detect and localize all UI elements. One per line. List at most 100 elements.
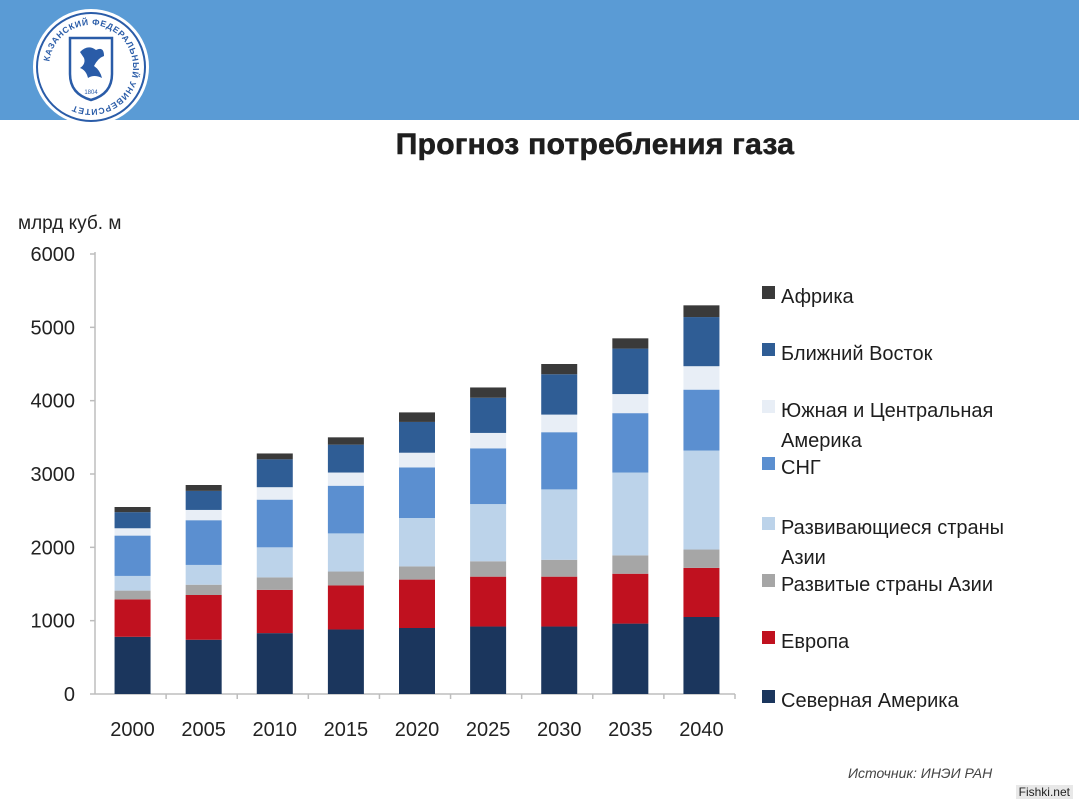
bar-segment (256, 577, 293, 590)
x-tick-label: 2010 (253, 719, 298, 741)
legend-label: Развивающиеся страны Азии (781, 517, 1005, 569)
bar-segment (541, 489, 578, 560)
bar-segment (541, 576, 578, 627)
bar-segment (185, 490, 222, 510)
bar-segment (114, 575, 151, 591)
bar-segment (612, 394, 649, 414)
bar-segment (114, 636, 151, 694)
bar-segment (327, 585, 364, 630)
legend-swatch (762, 457, 775, 470)
y-tick-label: 1000 (31, 611, 76, 633)
bar-segment (541, 626, 578, 694)
legend-swatch (762, 574, 775, 587)
y-tick-label: 5000 (31, 317, 76, 339)
bar-segment (399, 412, 435, 422)
x-tick-label: 2000 (110, 719, 155, 741)
bar-segment (541, 432, 578, 490)
bar-segment (399, 452, 435, 468)
x-tick-label: 2035 (608, 719, 653, 741)
bar-segment (114, 599, 151, 637)
bar-segment (612, 623, 649, 694)
bar-segment (185, 595, 222, 640)
bar-segment (399, 421, 435, 453)
legend-swatch (762, 631, 775, 644)
bar-segment (541, 374, 578, 415)
bar-segment (683, 567, 720, 617)
bar-segment (114, 507, 151, 513)
legend-label: Северная Америка (781, 690, 959, 712)
bar-segment (470, 504, 507, 562)
x-tick-label: 2020 (395, 719, 440, 741)
bar-segment (612, 413, 649, 473)
bar-segment (612, 573, 649, 624)
y-tick-label: 3000 (31, 464, 76, 486)
bar-segment (327, 437, 364, 445)
y-tick-label: 4000 (31, 391, 76, 413)
bar-segment (256, 633, 293, 694)
bar-segment (256, 547, 293, 578)
logo-year: 1804 (84, 90, 98, 96)
bar-segment (256, 459, 293, 488)
bar-segment (612, 472, 649, 556)
bar-segment (470, 576, 507, 627)
legend-label: СНГ (781, 457, 821, 479)
bar-segment (256, 453, 293, 460)
bar-segment (683, 366, 720, 390)
bar-segment (327, 629, 364, 694)
university-logo: КАЗАНСКИЙ ФЕДЕРАЛЬНЫЙ УНИВЕРСИТЕТ 1804 (33, 9, 149, 125)
bar-segment (399, 467, 435, 518)
bar-segment (399, 579, 435, 628)
bar-segment (114, 535, 151, 576)
bar-segment (327, 533, 364, 572)
bar-segment (683, 549, 720, 568)
bar-segment (185, 639, 222, 694)
bar-segment (256, 589, 293, 634)
legend-swatch (762, 343, 775, 356)
x-tick-label: 2025 (466, 719, 511, 741)
bar-segment (683, 617, 720, 694)
bar-segment (256, 499, 293, 548)
y-tick-label: 0 (64, 684, 75, 706)
header-band (0, 0, 1079, 120)
watermark: Fishki.net (1015, 785, 1073, 799)
bar-segment (683, 305, 720, 318)
bar-segment (470, 448, 507, 505)
bar-segment (185, 564, 222, 585)
bar-segment (185, 520, 222, 565)
bar-segment (114, 528, 151, 536)
legend-swatch (762, 400, 775, 413)
y-tick-label: 2000 (31, 537, 76, 559)
x-tick-label: 2030 (537, 719, 582, 741)
legend-swatch (762, 690, 775, 703)
legend-label: Южная и Центральная Америка (781, 400, 994, 452)
x-tick-label: 2005 (181, 719, 226, 741)
bar-segment (399, 566, 435, 580)
bar-segment (683, 317, 720, 367)
x-tick-label: 2015 (324, 719, 369, 741)
legend-label: Ближний Восток (781, 343, 933, 365)
legend-label: Развитые страны Азии (781, 574, 993, 596)
bar-segment (114, 512, 151, 529)
bar-segment (327, 485, 364, 534)
bar-segment (470, 397, 507, 433)
x-tick-label: 2040 (679, 719, 724, 741)
bar-segment (470, 387, 507, 398)
bar-segment (185, 485, 222, 491)
bar-segment (327, 571, 364, 586)
bar-segment (185, 509, 222, 521)
legend-swatch (762, 286, 775, 299)
bar-segment (470, 561, 507, 577)
bar-segment (541, 364, 578, 375)
bar-segment (327, 472, 364, 486)
bar-segment (612, 348, 649, 395)
page-title: Прогноз потребления газа (395, 128, 795, 162)
bar-segment (399, 518, 435, 567)
bar-segment (256, 487, 293, 500)
y-tick-label: 6000 (31, 244, 76, 266)
source-note: Источник: ИНЭИ РАН (848, 765, 993, 781)
bar-segment (541, 559, 578, 577)
bar-segment (327, 444, 364, 473)
legend-label: Африка (781, 286, 854, 308)
bar-segment (612, 555, 649, 574)
